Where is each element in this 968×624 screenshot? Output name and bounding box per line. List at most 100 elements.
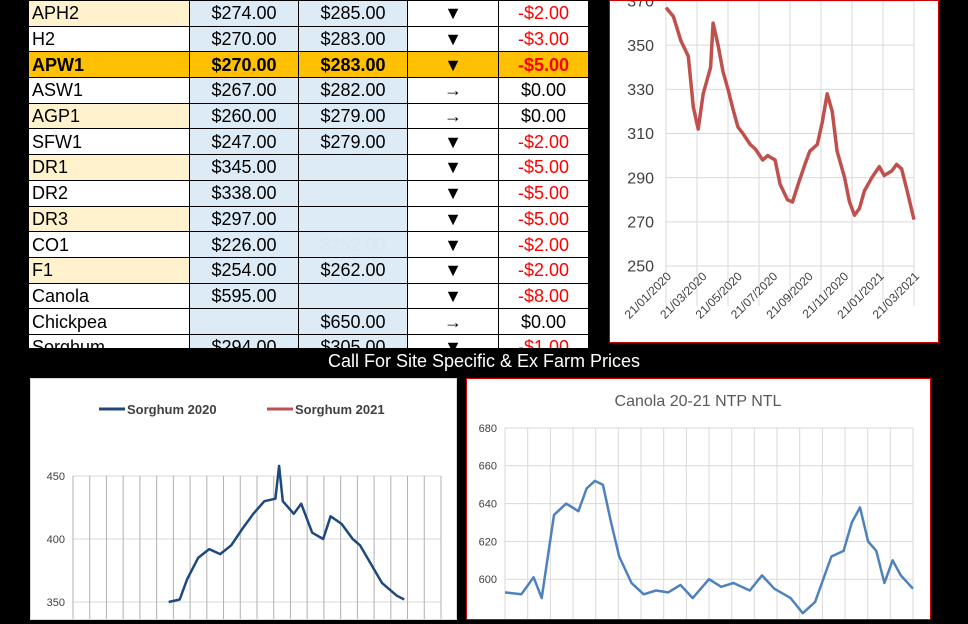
commodity-name: DR2 (28, 179, 190, 207)
price-col2: $252.00 (298, 231, 408, 258)
commodity-name: APW1 (28, 51, 190, 79)
price-col1: $270.00 (189, 25, 299, 53)
table-row: H2 $270.00 $283.00 ▼ -$3.00 (28, 25, 589, 53)
price-change: $0.00 (498, 77, 589, 104)
table-row: Canola $595.00 ▼ -$8.00 (28, 282, 589, 310)
y-tick-label: 600 (479, 574, 497, 586)
price-change: -$5.00 (498, 51, 589, 79)
y-tick-label: 310 (627, 126, 654, 143)
commodity-name: H2 (28, 25, 190, 53)
table-row: CO1 $226.00 $252.00 ▼ -$2.00 (28, 231, 589, 258)
price-col2: $262.00 (298, 256, 408, 284)
banner: Call For Site Specific & Ex Farm Prices (28, 348, 940, 373)
price-change: -$2.00 (498, 231, 589, 258)
trend-indicator: ▼ (407, 25, 499, 53)
commodity-name: DR1 (28, 154, 190, 181)
trend-indicator: ▼ (407, 256, 499, 284)
commodity-name: CO1 (28, 231, 190, 258)
price-col2 (298, 154, 408, 181)
y-tick-label: 350 (627, 38, 654, 55)
y-tick-label: 270 (627, 214, 654, 231)
trend-indicator: ▼ (407, 205, 499, 233)
trend-indicator: ▼ (407, 128, 499, 156)
trend-indicator: → (407, 77, 499, 104)
price-change: -$5.00 (498, 205, 589, 233)
price-col2 (298, 205, 408, 233)
trend-indicator: → (407, 308, 499, 335)
price-col2: $650.00 (298, 308, 408, 335)
commodity-name: SFW1 (28, 128, 190, 156)
price-col2: $283.00 (298, 51, 408, 79)
series-line (504, 479, 914, 615)
price-col2: $285.00 (298, 0, 408, 27)
trend-indicator: → (407, 102, 499, 130)
y-tick-label: 250 (627, 259, 654, 276)
trend-indicator: ▼ (407, 231, 499, 258)
price-change: -$5.00 (498, 179, 589, 207)
price-col1: $226.00 (189, 231, 299, 258)
legend-label: Sorghum 2020 (127, 402, 217, 417)
canola-chart: 600 620 640 660 680 Canola 20-21 NTP NTL (479, 393, 914, 624)
price-col1: $247.00 (189, 128, 299, 156)
price-col1: $297.00 (189, 205, 299, 233)
price-change: $0.00 (498, 102, 589, 130)
sorghum-chart: 350 400 450 Sorghum 2020 Sorghum 2021 (47, 402, 442, 624)
table-row: DR1 $345.00 ▼ -$5.00 (28, 154, 589, 181)
price-change: $0.00 (498, 308, 589, 335)
price-col2: $279.00 (298, 128, 408, 156)
price-change: -$2.00 (498, 256, 589, 284)
table-row: SFW1 $247.00 $279.00 ▼ -$2.00 (28, 128, 589, 156)
price-col2: $282.00 (298, 77, 408, 104)
price-col2 (298, 282, 408, 310)
commodity-name: APH2 (28, 0, 190, 27)
table-row: DR3 $297.00 ▼ -$5.00 (28, 205, 589, 233)
y-tick-label: 330 (627, 82, 654, 99)
commodity-name: Canola (28, 282, 190, 310)
price-change: -$3.00 (498, 25, 589, 53)
top-right-chart-panel: 250 270 290 310 330 350 370 21/01/2020 21/03/202… (609, 0, 939, 343)
legend-label: Sorghum 2021 (295, 402, 385, 417)
y-tick-label: 680 (479, 423, 497, 435)
price-col1: $270.00 (189, 51, 299, 79)
canola-chart-panel: 600 620 640 660 680 Canola 20-21 NTP NTL (466, 378, 931, 624)
price-col2: $279.00 (298, 102, 408, 130)
price-history-chart: 25027029031033035037021/01/202021/03/202… (622, 0, 923, 322)
chart-title: Canola 20-21 NTP NTL (615, 393, 782, 410)
trend-indicator: ▼ (407, 51, 499, 79)
table-row: Chickpea $650.00 → $0.00 (28, 308, 589, 335)
price-col1: $254.00 (189, 256, 299, 284)
table-row: APW1 $270.00 $283.00 ▼ -$5.00 (28, 51, 589, 79)
trend-indicator: ▼ (407, 282, 499, 310)
price-change: -$2.00 (498, 0, 589, 27)
series-line (664, 6, 916, 221)
price-col1: $595.00 (189, 282, 299, 310)
price-col1: $345.00 (189, 154, 299, 181)
trend-indicator: ▼ (407, 0, 499, 27)
trend-indicator: ▼ (407, 154, 499, 181)
price-col1: $260.00 (189, 102, 299, 130)
table-row: APH2 $274.00 $285.00 ▼ -$2.00 (28, 0, 589, 27)
price-change: -$2.00 (498, 128, 589, 156)
trend-indicator: ▼ (407, 179, 499, 207)
commodity-name: DR3 (28, 205, 190, 233)
y-tick-label: 450 (47, 471, 65, 483)
price-col2: $283.00 (298, 25, 408, 53)
y-tick-label: 620 (479, 536, 497, 548)
y-tick-label: 660 (479, 461, 497, 473)
commodity-name: F1 (28, 256, 190, 284)
commodity-name: ASW1 (28, 77, 190, 104)
price-change: -$5.00 (498, 154, 589, 181)
price-col2 (298, 179, 408, 207)
table-row: DR2 $338.00 ▼ -$5.00 (28, 179, 589, 207)
y-tick-label: 350 (47, 597, 65, 609)
y-tick-label: 290 (627, 170, 654, 187)
y-tick-label: 400 (47, 534, 65, 546)
price-col1: $274.00 (189, 0, 299, 27)
price-col1: $267.00 (189, 77, 299, 104)
price-table-body: APH2 $274.00 $285.00 ▼ -$2.00 H2 $270.00 $283.0… (28, 0, 589, 361)
table-row: F1 $254.00 $262.00 ▼ -$2.00 (28, 256, 589, 284)
faded-price: $252.00 (320, 234, 386, 255)
commodity-name: Chickpea (28, 308, 190, 335)
y-tick-label: 640 (479, 498, 497, 510)
series-line (168, 464, 405, 604)
